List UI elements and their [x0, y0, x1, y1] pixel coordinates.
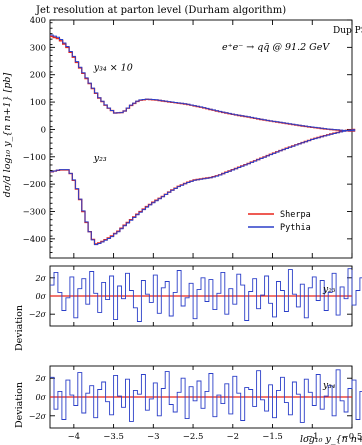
x-tick-label: −1.5	[262, 432, 283, 442]
deviation-panel-y34: 2σ 0σ −2σ	[29, 365, 362, 429]
legend: Sherpa Pythia	[248, 210, 311, 233]
ratio-y-axis-label-bottom: Deviation	[14, 382, 25, 428]
x-tick-label: −2	[227, 432, 240, 442]
main-y-tick-label: 300	[30, 43, 46, 53]
legend-label-sherpa: Sherpa	[280, 210, 311, 220]
deviation-y-tick-label: 0σ	[35, 393, 46, 402]
x-axis-ticks: −4 −3.5 −3 −2.5 −2 −1.5 −1 −0.5	[68, 432, 362, 442]
legend-label-pythia: Pythia	[280, 223, 311, 233]
main-y-axis-label: dσ/d log₁₀ y_{n n+1} [pb]	[2, 73, 13, 198]
series-pythia-y34	[50, 34, 356, 132]
deviation-step-line	[50, 268, 362, 322]
main-y-tick-label: 0	[41, 125, 46, 135]
chart-title: Jet resolution at parton level (Durham a…	[35, 5, 286, 16]
ratio-y-axis-label-top: Deviation	[14, 305, 25, 351]
deviation-panel-y23: 2σ 0σ −2σ	[29, 265, 362, 327]
x-tick-label: −3.5	[103, 432, 124, 442]
main-frame	[49, 19, 353, 259]
deviation-label-y23: y₂₃	[322, 285, 336, 295]
x-tick-label: −3	[147, 432, 160, 442]
x-tick-label: −4	[68, 432, 81, 442]
main-y-tick-label: −300	[23, 207, 46, 217]
x-tick-label: −0.5	[342, 432, 362, 442]
main-plot-panel: 400 300 200 100 0 −100 −200 −300 −400 y₃₄ × 10 y₂₃	[23, 16, 356, 259]
deviation-y-tick-label: −2σ	[29, 310, 47, 319]
main-y-tick-label: −100	[23, 153, 46, 163]
main-y-tick-label: 400	[30, 16, 46, 26]
curve-annotation: y₃₄ × 10	[93, 63, 133, 74]
main-y-tick-label: −200	[23, 180, 46, 190]
deviation-label-y34: y₃₄	[322, 381, 336, 391]
main-y-tick-label: 100	[30, 98, 46, 108]
main-y-tick-label: −400	[23, 235, 46, 245]
x-axis-label: log₁₀ y_{n n+1}	[300, 434, 362, 445]
deviation-y-tick-label: 0σ	[35, 292, 46, 301]
corner-label: Dup PS	[333, 26, 362, 36]
series-pythia-y23	[50, 129, 356, 246]
main-y-tick-label: 200	[30, 71, 46, 81]
deviation-y-tick-label: −2σ	[29, 412, 47, 421]
deviation-y-tick-label: 2σ	[34, 274, 46, 283]
curve-annotation: y₂₃	[93, 153, 107, 164]
deviation-y-tick-label: 2σ	[34, 374, 46, 383]
deviation-step-line	[50, 369, 362, 423]
x-tick-label: −1	[306, 432, 319, 442]
x-tick-label: −2.5	[183, 432, 204, 442]
process-label: e⁺e⁻ → qq̄ @ 91.2 GeV	[222, 42, 330, 53]
